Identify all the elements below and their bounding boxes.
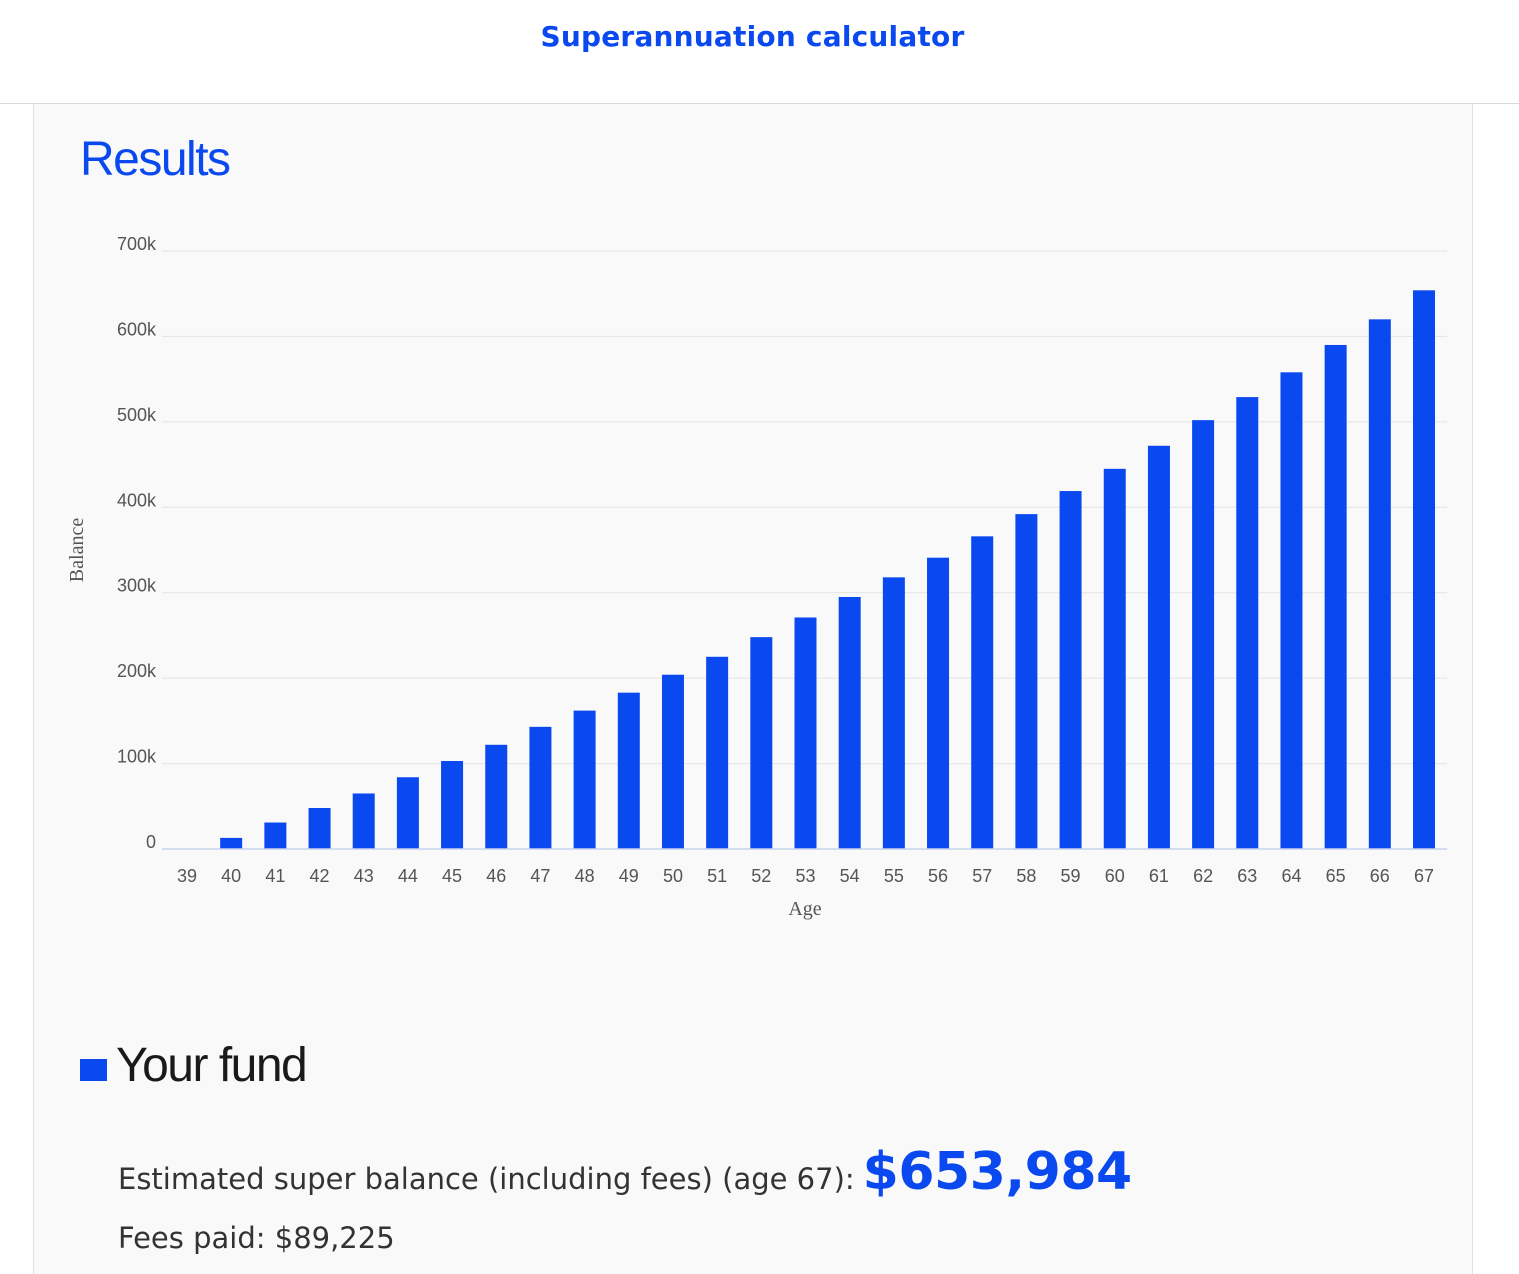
bar-age-41[interactable] — [264, 822, 287, 849]
x-tick-label: 59 — [1061, 866, 1081, 886]
y-axis-title: Balance — [66, 518, 88, 583]
y-axis-ticks: 0 100k 200k 300k 400k 500k 600k 700k — [117, 234, 157, 852]
bar-age-56[interactable] — [927, 557, 950, 849]
x-tick-label: 58 — [1016, 866, 1036, 886]
balance-bar-chart: 0 100k 200k 300k 400k 500k 600k 700k 39 40 41 42 43… — [66, 234, 1447, 920]
y-tick-label: 200k — [117, 661, 157, 681]
x-tick-label: 54 — [840, 866, 860, 886]
x-tick-label: 42 — [310, 866, 330, 886]
bar-age-63[interactable] — [1236, 397, 1259, 849]
y-tick-label: 700k — [117, 234, 157, 254]
bar-age-43[interactable] — [352, 793, 375, 849]
estimated-balance-label: Estimated super balance (including fees)… — [118, 1162, 855, 1196]
x-tick-label: 39 — [177, 866, 197, 886]
bar-age-61[interactable] — [1147, 445, 1170, 849]
fund-legend: Your fund — [80, 1038, 308, 1093]
bar-age-45[interactable] — [441, 761, 464, 849]
bar-age-65[interactable] — [1324, 344, 1347, 849]
y-tick-label: 0 — [146, 832, 156, 852]
bar-age-51[interactable] — [706, 656, 729, 849]
estimated-balance-row: Estimated super balance (including fees)… — [118, 1142, 1132, 1202]
bar-age-44[interactable] — [396, 777, 419, 849]
x-tick-label: 63 — [1237, 866, 1257, 886]
fund-title: Your fund — [116, 1039, 308, 1092]
x-tick-label: 66 — [1370, 866, 1390, 886]
x-tick-label: 60 — [1105, 866, 1125, 886]
x-tick-label: 44 — [398, 866, 418, 886]
y-tick-label: 100k — [117, 747, 157, 767]
x-tick-label: 46 — [486, 866, 506, 886]
bar-age-48[interactable] — [573, 710, 596, 849]
y-tick-label: 400k — [117, 490, 157, 510]
x-tick-label: 48 — [575, 866, 595, 886]
bar-age-46[interactable] — [485, 744, 508, 849]
bar-age-49[interactable] — [617, 692, 640, 849]
y-tick-label: 300k — [117, 576, 157, 596]
results-heading: Results — [80, 133, 231, 186]
bar-age-50[interactable] — [661, 674, 684, 849]
x-tick-label: 47 — [530, 866, 550, 886]
bar-age-52[interactable] — [750, 637, 773, 849]
x-tick-label: 67 — [1414, 866, 1434, 886]
bar-age-54[interactable] — [838, 596, 861, 849]
x-tick-label: 57 — [972, 866, 992, 886]
app-title: Superannuation calculator — [540, 20, 965, 53]
x-axis-ticks: 39 40 41 42 43 44 45 46 47 48 49 50 51 52 53 54 55 56 57 58… — [177, 866, 1434, 886]
x-tick-label: 64 — [1281, 866, 1301, 886]
x-tick-label: 56 — [928, 866, 948, 886]
bar-age-66[interactable] — [1368, 319, 1391, 849]
bar-age-40[interactable] — [220, 837, 243, 849]
x-tick-label: 40 — [221, 866, 241, 886]
bar-age-60[interactable] — [1103, 468, 1126, 849]
bar-age-53[interactable] — [794, 617, 817, 849]
x-tick-label: 62 — [1193, 866, 1213, 886]
x-tick-label: 50 — [663, 866, 683, 886]
x-tick-label: 61 — [1149, 866, 1169, 886]
x-tick-label: 53 — [795, 866, 815, 886]
chart-bars — [220, 290, 1435, 849]
bar-age-55[interactable] — [882, 577, 905, 849]
bar-age-62[interactable] — [1192, 420, 1215, 849]
fees-paid: Fees paid: $89,225 — [118, 1221, 395, 1255]
x-axis-title: Age — [788, 898, 821, 920]
x-tick-label: 52 — [751, 866, 771, 886]
x-tick-label: 51 — [707, 866, 727, 886]
bar-age-57[interactable] — [971, 536, 994, 849]
x-tick-label: 65 — [1326, 866, 1346, 886]
bar-age-42[interactable] — [308, 807, 331, 849]
estimated-balance-value: $653,984 — [862, 1142, 1133, 1202]
x-tick-label: 43 — [354, 866, 374, 886]
x-tick-label: 41 — [265, 866, 285, 886]
top-bar: Superannuation calculator — [0, 0, 1519, 104]
legend-swatch — [80, 1058, 107, 1081]
bar-age-47[interactable] — [529, 726, 552, 849]
bar-age-64[interactable] — [1280, 372, 1303, 849]
bar-age-59[interactable] — [1059, 491, 1082, 849]
bar-age-67[interactable] — [1413, 290, 1435, 849]
bar-age-58[interactable] — [1015, 514, 1038, 849]
x-tick-label: 49 — [619, 866, 639, 886]
x-tick-label: 55 — [884, 866, 904, 886]
y-tick-label: 500k — [117, 405, 157, 425]
results-panel: Results 0 100k 200k 300k 400k 500k 600k 700k 39… — [33, 104, 1473, 1274]
y-tick-label: 600k — [117, 319, 157, 339]
x-tick-label: 45 — [442, 866, 462, 886]
